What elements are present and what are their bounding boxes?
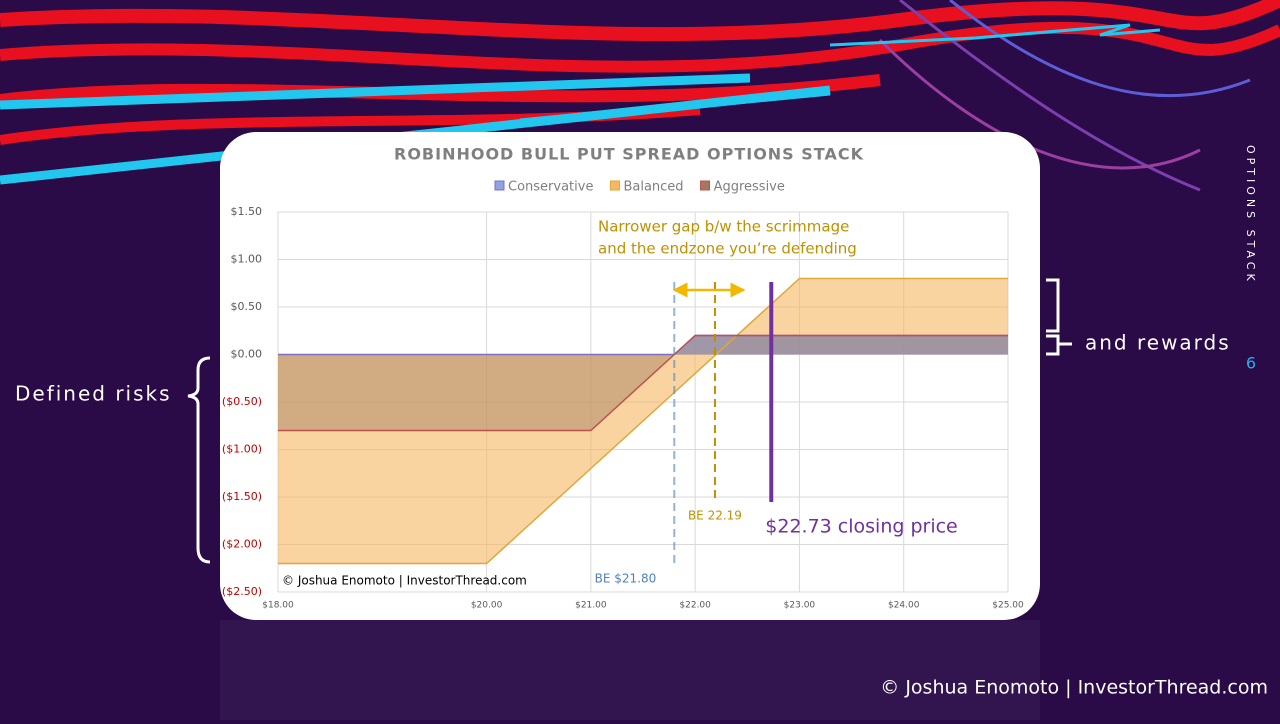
y-tick-label: ($2.50) bbox=[222, 585, 262, 598]
series-area bbox=[278, 335, 1008, 355]
left-brace bbox=[187, 356, 211, 564]
marker-label: $22.73 closing price bbox=[765, 516, 957, 538]
annotation: and the endzone you’re defending bbox=[598, 240, 857, 258]
legend-swatch bbox=[494, 180, 505, 191]
y-tick-label: ($2.00) bbox=[222, 538, 262, 551]
legend-label: Balanced bbox=[623, 180, 683, 195]
reflection bbox=[220, 620, 1040, 720]
legend-label: Aggressive bbox=[714, 180, 785, 195]
legend-label: Conservative bbox=[508, 180, 593, 195]
series-area bbox=[278, 335, 1008, 431]
chart-credit: © Joshua Enomoto | InvestorThread.com bbox=[282, 574, 527, 588]
chart: ROBINHOOD BULL PUT SPREAD OPTIONS STACK $… bbox=[222, 145, 1024, 611]
annotation: Narrower gap b/w the scrimmage bbox=[598, 218, 849, 236]
y-tick-label: ($1.50) bbox=[222, 490, 262, 503]
y-tick-label: $1.50 bbox=[231, 205, 263, 218]
legend-swatch bbox=[609, 180, 620, 191]
marker-label: BE $21.80 bbox=[595, 572, 657, 586]
x-tick-label: $22.00 bbox=[679, 601, 711, 611]
x-tick-label: $20.00 bbox=[471, 601, 503, 611]
legend-swatch bbox=[700, 180, 711, 191]
x-tick-label: $23.00 bbox=[784, 601, 816, 611]
y-tick-label: $0.00 bbox=[231, 348, 263, 361]
x-tick-label: $24.00 bbox=[888, 601, 920, 611]
y-tick-label: $1.00 bbox=[231, 253, 263, 266]
right-note: and rewards bbox=[1085, 331, 1231, 355]
footer: © Joshua Enomoto | InvestorThread.com bbox=[880, 677, 1268, 699]
y-tick-label: $0.50 bbox=[231, 300, 263, 313]
x-tick-label: $18.00 bbox=[262, 601, 294, 611]
y-tick-label: ($0.50) bbox=[222, 395, 262, 408]
decor-stripes bbox=[0, 0, 1280, 192]
right-brace bbox=[1046, 278, 1072, 356]
y-tick-label: ($1.00) bbox=[222, 443, 262, 456]
x-tick-label: $21.00 bbox=[575, 601, 607, 611]
marker-label: BE 22.19 bbox=[688, 509, 742, 523]
chart-title: ROBINHOOD BULL PUT SPREAD OPTIONS STACK bbox=[394, 145, 864, 164]
page-number: 6 bbox=[1246, 354, 1256, 373]
x-tick-label: $25.00 bbox=[992, 601, 1024, 611]
left-note: Defined risks bbox=[15, 382, 172, 406]
section-label: OPTIONS STACK bbox=[1244, 145, 1257, 285]
